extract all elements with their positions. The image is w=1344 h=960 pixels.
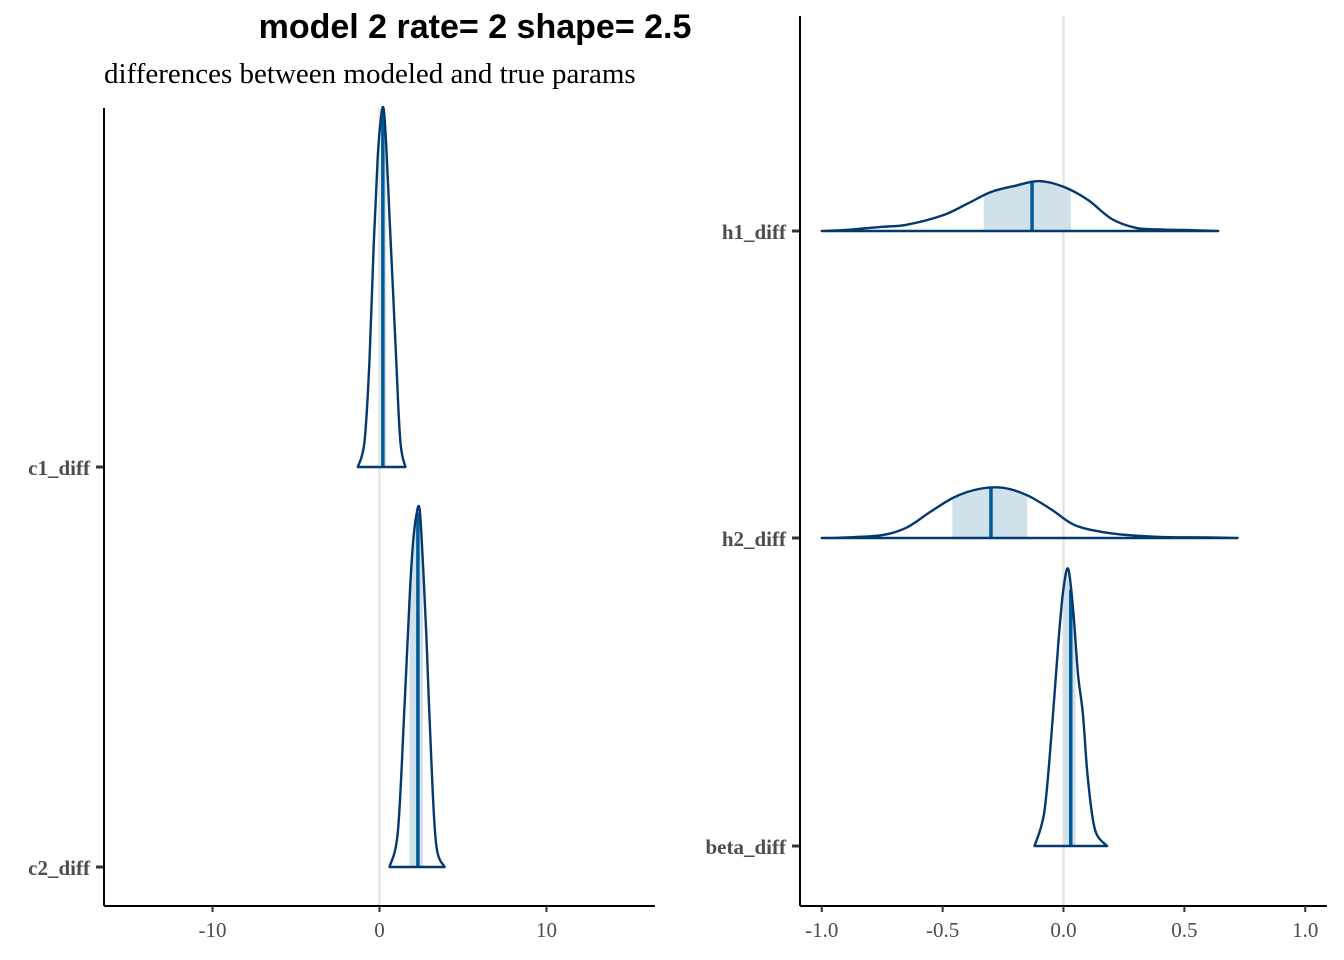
chart-title: model 2 rate= 2 shape= 2.5: [258, 8, 692, 46]
x-tick-label: 10: [536, 918, 557, 942]
y-tick-label-h1-diff: h1_diff: [722, 220, 787, 244]
x-tick-label: 0.5: [1171, 918, 1197, 942]
ridge-h2-diff: [820, 486, 1239, 540]
ridge-c2-diff: [388, 504, 446, 869]
density-outline-h2-diff: [820, 486, 1239, 540]
ridge-h1-diff: [820, 179, 1220, 233]
interval-area-h1-diff: [983, 181, 1071, 231]
panel-right: h1_diff h2_diff beta_diff -1.0 -0.5 0.0 0.5 1.0: [706, 16, 1327, 942]
chart-subtitle: differences between modeled and true par…: [104, 58, 636, 90]
density-outline-h1-diff: [820, 179, 1220, 233]
x-tick-label: -0.5: [926, 918, 959, 942]
x-tick-label: 0.0: [1050, 918, 1076, 942]
y-tick-label-h2-diff: h2_diff: [722, 527, 787, 551]
panel-left: c1_diff c2_diff -10 0 10: [28, 105, 655, 942]
density-outline-c2-diff: [388, 504, 446, 869]
ridge-c1-diff: [356, 105, 407, 469]
x-tick-label: -10: [199, 918, 227, 942]
ridge-beta-diff: [1033, 567, 1109, 848]
y-tick-label-beta-diff: beta_diff: [706, 835, 788, 859]
x-tick-label: 1.0: [1292, 918, 1318, 942]
x-tick-label: -1.0: [805, 918, 838, 942]
x-tick-label: 0: [374, 918, 385, 942]
y-tick-label-c2-diff: c2_diff: [28, 856, 91, 880]
density-outline-beta-diff: [1033, 567, 1109, 848]
density-outline-c1-diff: [356, 105, 407, 469]
y-tick-label-c1-diff: c1_diff: [28, 456, 91, 480]
